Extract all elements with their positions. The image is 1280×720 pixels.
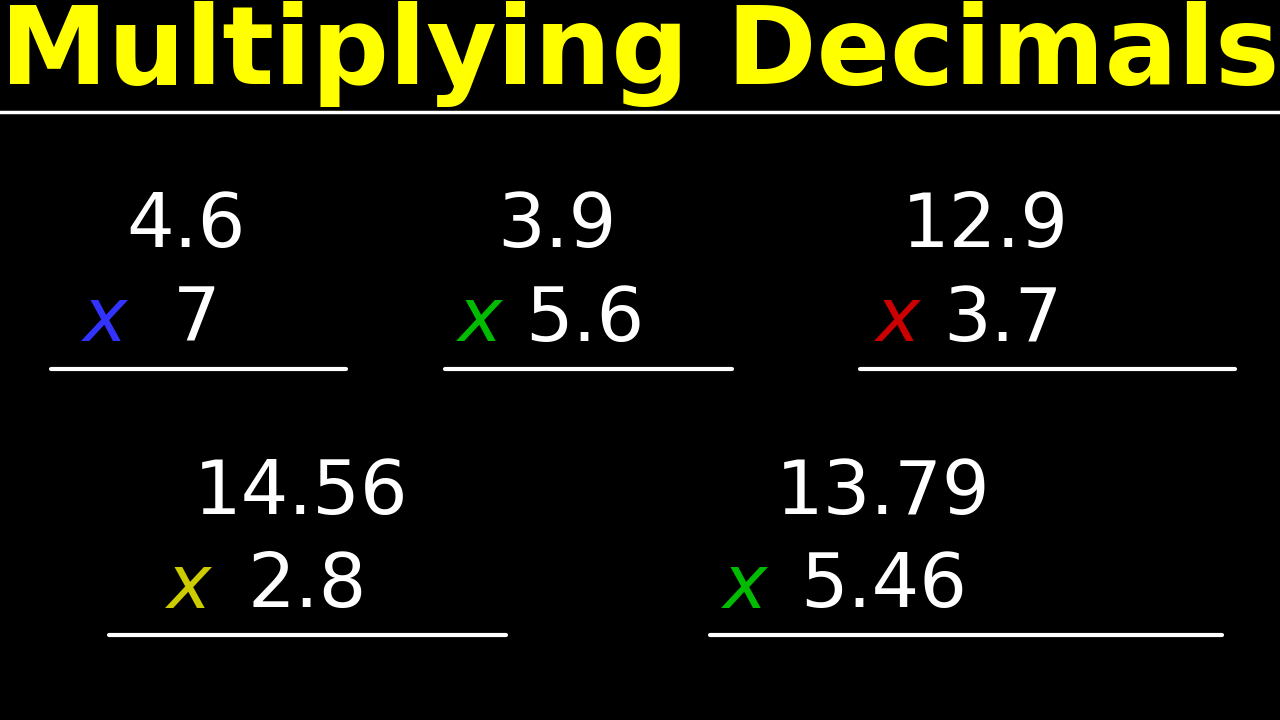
Text: 3.7: 3.7 (943, 284, 1062, 357)
Text: 5.6: 5.6 (525, 284, 644, 357)
Text: Multiplying Decimals: Multiplying Decimals (0, 1, 1280, 107)
Text: 14.56: 14.56 (193, 456, 408, 530)
Text: 12.9: 12.9 (902, 190, 1069, 264)
Text: 13.79: 13.79 (776, 456, 991, 530)
Text: x: x (83, 284, 127, 356)
Text: 2.8: 2.8 (247, 550, 366, 624)
Text: x: x (458, 284, 502, 356)
Text: 3.9: 3.9 (497, 190, 617, 264)
Text: x: x (723, 551, 767, 623)
Text: x: x (877, 284, 920, 356)
Text: 4.6: 4.6 (125, 190, 246, 264)
Text: 5.46: 5.46 (800, 550, 966, 624)
Text: 7: 7 (173, 284, 220, 357)
Text: x: x (168, 551, 211, 623)
